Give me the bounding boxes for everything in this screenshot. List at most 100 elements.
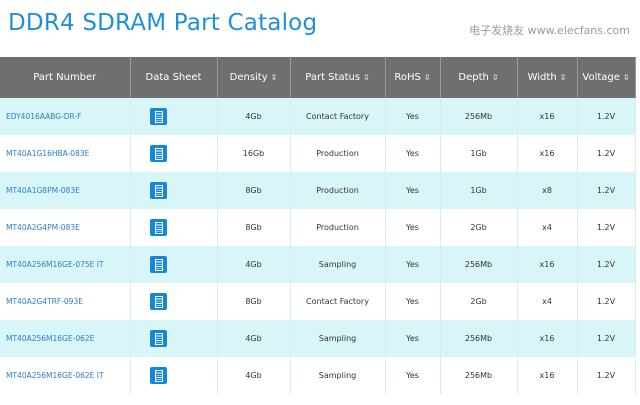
datasheet-document-icon[interactable] [150, 108, 167, 125]
column-label: Data Sheet [145, 72, 202, 83]
part-status: Sampling [290, 357, 386, 394]
column-header-part-number: Part Number [0, 57, 131, 98]
density: 4Gb [217, 98, 291, 135]
table-row: MT40A1G8PM-083E 8Gb Production Yes 1Gb x8 1.2V [0, 172, 636, 209]
width: x16 [517, 246, 578, 283]
table-row: EDY4016AABG-DR-F 4Gb Contact Factory Yes 256… [0, 98, 636, 135]
width: x4 [517, 209, 578, 246]
rohs: Yes [385, 209, 441, 246]
column-header-density[interactable]: Density ⇳ [217, 57, 291, 98]
voltage: 1.2V [577, 320, 636, 357]
datasheet-document-icon[interactable] [150, 145, 167, 162]
sort-icon[interactable]: ⇳ [423, 73, 431, 82]
table-row: MT40A256M16GE-062E IT 4Gb Sampling Yes 256Mb… [0, 357, 636, 394]
column-label: Part Status [305, 72, 361, 83]
width: x16 [517, 135, 578, 172]
density: 8Gb [217, 172, 291, 209]
density: 4Gb [217, 357, 291, 394]
width: x16 [517, 357, 578, 394]
depth: 2Gb [440, 209, 518, 246]
rohs: Yes [385, 357, 441, 394]
column-header-voltage[interactable]: Voltage ⇳ [577, 57, 636, 98]
column-header-rohs[interactable]: RoHS ⇳ [385, 57, 441, 98]
sort-icon[interactable]: ⇳ [270, 73, 278, 82]
datasheet-document-icon[interactable] [150, 367, 167, 384]
column-header-depth[interactable]: Depth ⇳ [440, 57, 518, 98]
column-label: Part Number [33, 72, 97, 83]
depth: 256Mb [440, 320, 518, 357]
datasheet-document-icon[interactable] [150, 182, 167, 199]
part-number-link[interactable]: MT40A256M16GE-075E IT [0, 246, 131, 283]
part-number-link[interactable]: MT40A2G4PM-083E [0, 209, 131, 246]
part-status: Contact Factory [290, 283, 386, 320]
data-sheet-cell [130, 209, 218, 246]
column-label: Width [527, 72, 557, 83]
density: 4Gb [217, 320, 291, 357]
datasheet-document-icon[interactable] [150, 293, 167, 310]
depth: 1Gb [440, 135, 518, 172]
part-status: Sampling [290, 246, 386, 283]
part-number-link[interactable]: MT40A256M16GE-062E [0, 320, 131, 357]
column-label: Depth [458, 72, 489, 83]
part-number-link[interactable]: MT40A1G16HBA-083E [0, 135, 131, 172]
page-title: DDR4 SDRAM Part Catalog [8, 10, 318, 36]
part-status: Production [290, 172, 386, 209]
column-header-width[interactable]: Width ⇳ [517, 57, 578, 98]
density: 16Gb [217, 135, 291, 172]
width: x16 [517, 98, 578, 135]
table-row: MT40A256M16GE-075E IT 4Gb Sampling Yes 256Mb… [0, 246, 636, 283]
column-header-part-status[interactable]: Part Status ⇳ [290, 57, 386, 98]
sort-icon[interactable]: ⇳ [622, 73, 630, 82]
width: x16 [517, 320, 578, 357]
voltage: 1.2V [577, 357, 636, 394]
part-number-link[interactable]: MT40A2G4TRF-093E [0, 283, 131, 320]
density: 8Gb [217, 209, 291, 246]
depth: 256Mb [440, 357, 518, 394]
column-label: Density [229, 72, 268, 83]
parts-table: Part Number Data Sheet Density ⇳ Part Status… [0, 57, 636, 394]
rohs: Yes [385, 283, 441, 320]
sort-icon[interactable]: ⇳ [363, 73, 370, 82]
part-status: Production [290, 135, 386, 172]
rohs: Yes [385, 98, 441, 135]
voltage: 1.2V [577, 135, 636, 172]
data-sheet-cell [130, 320, 218, 357]
part-status: Production [290, 209, 386, 246]
column-label: RoHS [394, 72, 421, 83]
width: x4 [517, 283, 578, 320]
rohs: Yes [385, 135, 441, 172]
rohs: Yes [385, 172, 441, 209]
data-sheet-cell [130, 357, 218, 394]
part-status: Contact Factory [290, 98, 386, 135]
depth: 1Gb [440, 172, 518, 209]
part-number-link[interactable]: MT40A1G8PM-083E [0, 172, 131, 209]
column-label: Voltage [582, 72, 620, 83]
voltage: 1.2V [577, 246, 636, 283]
density: 8Gb [217, 283, 291, 320]
header-row: Part Number Data Sheet Density ⇳ Part Status… [0, 57, 636, 98]
voltage: 1.2V [577, 172, 636, 209]
voltage: 1.2V [577, 98, 636, 135]
column-header-data-sheet: Data Sheet [130, 57, 218, 98]
table-row: MT40A2G4PM-083E 8Gb Production Yes 2Gb x4 1.2V [0, 209, 636, 246]
data-sheet-cell [130, 172, 218, 209]
depth: 256Mb [440, 98, 518, 135]
datasheet-document-icon[interactable] [150, 256, 167, 273]
data-sheet-cell [130, 246, 218, 283]
data-sheet-cell [130, 283, 218, 320]
part-status: Sampling [290, 320, 386, 357]
sort-icon[interactable]: ⇳ [559, 73, 567, 82]
density: 4Gb [217, 246, 291, 283]
datasheet-document-icon[interactable] [150, 330, 167, 347]
part-number-link[interactable]: MT40A256M16GE-062E IT [0, 357, 131, 394]
datasheet-document-icon[interactable] [150, 219, 167, 236]
table-row: MT40A1G16HBA-083E 16Gb Production Yes 1Gb x16… [0, 135, 636, 172]
width: x8 [517, 172, 578, 209]
data-sheet-cell [130, 98, 218, 135]
part-number-link[interactable]: EDY4016AABG-DR-F [0, 98, 131, 135]
table-row: MT40A2G4TRF-093E 8Gb Contact Factory Yes 2Gb… [0, 283, 636, 320]
depth: 256Mb [440, 246, 518, 283]
sort-icon[interactable]: ⇳ [491, 73, 499, 82]
rohs: Yes [385, 246, 441, 283]
data-sheet-cell [130, 135, 218, 172]
